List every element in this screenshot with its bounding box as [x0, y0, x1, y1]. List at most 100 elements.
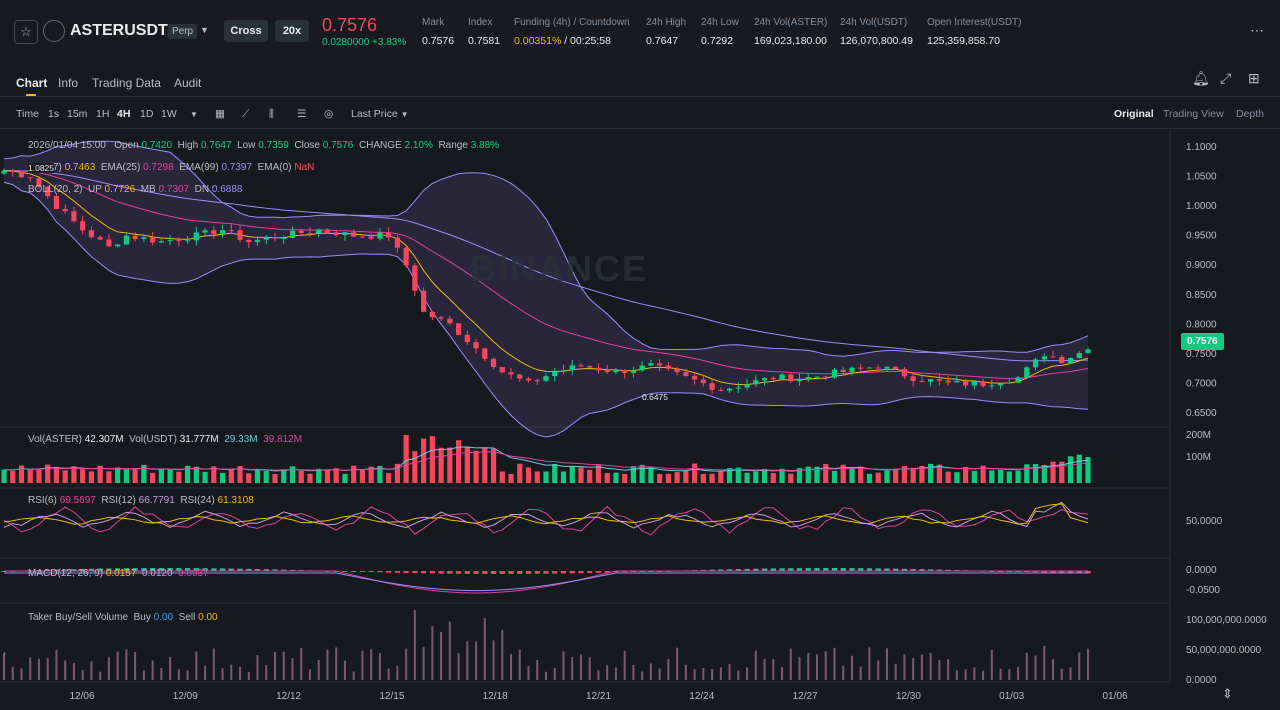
candle-body: [534, 380, 540, 382]
taker-bar: [300, 647, 303, 680]
interval-4h[interactable]: 4H: [117, 108, 131, 120]
volume-bar: [10, 470, 16, 483]
volume-bar: [665, 473, 671, 483]
volume-bar: [45, 464, 51, 483]
candle-body: [814, 376, 820, 378]
macd-bar: [158, 568, 164, 571]
volume-bar: [394, 463, 400, 483]
volume-bar: [1067, 456, 1074, 483]
taker-bar: [265, 665, 268, 680]
time-tick: 01/06: [1102, 691, 1127, 702]
ema99-line: [3, 170, 1089, 362]
candle-body: [421, 290, 427, 312]
leverage-button[interactable]: 20x: [275, 20, 309, 42]
taker-bar: [335, 647, 338, 680]
candle-body: [928, 379, 934, 382]
interval-1w[interactable]: 1W: [161, 108, 177, 120]
fit-icon[interactable]: ⇕: [1222, 686, 1233, 701]
bell-icon[interactable]: 🔔︎: [1192, 70, 1210, 86]
chevron-down-icon[interactable]: ▼: [200, 25, 209, 35]
candle-body: [211, 230, 217, 235]
volume-bar: [263, 471, 269, 483]
volume-bar: [211, 466, 217, 483]
volume-bar: [499, 471, 505, 483]
macd-bar: [254, 569, 261, 571]
volume-bar: [936, 464, 942, 483]
calendar-icon[interactable]: ▦: [215, 108, 225, 120]
volume-bar: [858, 466, 864, 483]
settings-icon[interactable]: ☰: [297, 108, 307, 120]
funding-countdown: / 00:25:58: [561, 35, 611, 47]
macd-bar: [744, 568, 750, 571]
candle-body: [464, 334, 470, 343]
macd-bar: [517, 571, 523, 574]
macd-bar: [604, 571, 610, 573]
volume-bar: [534, 471, 540, 483]
layout-grid-icon[interactable]: ⊞: [1248, 70, 1260, 86]
candle-body: [176, 240, 182, 242]
taker-bar: [125, 649, 128, 680]
last-price: 0.7576: [322, 15, 378, 35]
ema-legend: EMA(7) 0.7463 EMA(25) 0.7298 EMA(99) 0.7…: [28, 162, 315, 173]
interval-1h[interactable]: 1H: [96, 108, 110, 120]
macd-bar: [823, 568, 829, 571]
macd-bar: [753, 568, 759, 571]
candle-body: [80, 221, 86, 231]
margin-mode-button[interactable]: Cross: [224, 20, 268, 42]
macd-bar: [805, 568, 811, 571]
candle-body: [1059, 356, 1065, 364]
candle-body: [254, 239, 261, 243]
stat-24h-low: 24h Low 0.7292: [701, 17, 739, 47]
candle-body: [639, 365, 645, 371]
price-type-select[interactable]: Last Price ▼: [351, 108, 409, 120]
macd-bar: [272, 569, 278, 571]
taker-bar: [247, 671, 250, 680]
macd-bar: [403, 571, 409, 573]
volume-bar: [595, 465, 602, 483]
candle-body: [27, 177, 33, 179]
view-original[interactable]: Original: [1114, 108, 1154, 120]
candle-body: [858, 367, 864, 369]
interval-dropdown-icon[interactable]: ▼: [190, 110, 198, 119]
volume-bar: [455, 440, 462, 483]
star-icon[interactable]: ☆: [14, 20, 38, 44]
candle-body: [333, 232, 339, 236]
chart-canvas[interactable]: 1.1000 1.0500 1.0000 0.9500 0.9000 0.8500 0.80…: [0, 129, 1280, 710]
candle-body: [71, 211, 77, 222]
tab-info[interactable]: Info: [58, 76, 79, 90]
indicator-icon[interactable]: ⟋: [242, 108, 250, 120]
rsi-lines: [3, 501, 1089, 536]
tab-trading-data[interactable]: Trading Data: [92, 76, 161, 90]
taker-bar: [947, 659, 950, 680]
taker-bar: [571, 657, 574, 680]
view-trading-view[interactable]: Trading View: [1163, 108, 1224, 120]
candle-body: [770, 377, 776, 380]
more-icon[interactable]: ⋯: [1250, 22, 1265, 38]
current-price-tag: 0.7576: [1181, 333, 1224, 350]
macd-bar: [875, 568, 881, 571]
volume-bar: [412, 451, 418, 483]
target-icon[interactable]: ◎: [324, 108, 334, 120]
macd-bar: [1059, 571, 1065, 573]
candle-type-icon[interactable]: ⫼: [269, 108, 274, 120]
volume-bar: [88, 471, 95, 483]
expand-icon[interactable]: ⤢: [1220, 70, 1232, 86]
tab-chart[interactable]: Chart: [16, 76, 48, 90]
volume-bar: [1085, 457, 1091, 483]
taker-bar: [658, 668, 661, 680]
chevron-right-icon[interactable]: ›: [3, 648, 6, 658]
interval-1d[interactable]: 1D: [140, 108, 154, 120]
volume-bar: [438, 447, 444, 483]
symbol-name[interactable]: ASTERUSDT: [70, 22, 168, 39]
time-tick: 01/03: [999, 691, 1024, 702]
interval-15m[interactable]: 15m: [67, 108, 88, 120]
volume-bar: [753, 471, 759, 483]
candle-body: [560, 370, 567, 372]
view-depth[interactable]: Depth: [1236, 108, 1265, 120]
tab-audit[interactable]: Audit: [174, 76, 202, 90]
taker-bar: [842, 665, 845, 680]
interval-1s[interactable]: 1s: [48, 108, 60, 120]
candle-body: [394, 237, 400, 248]
volume-bar: [831, 470, 838, 483]
taker-bar: [291, 657, 294, 680]
